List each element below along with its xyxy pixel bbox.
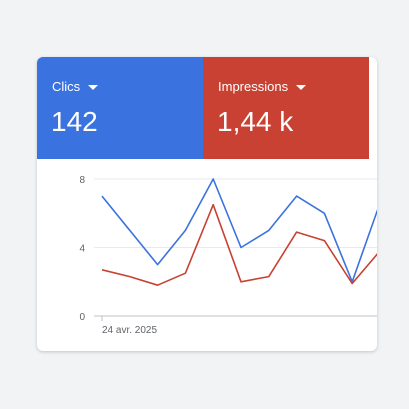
clicks-label: Clics [52, 79, 81, 94]
clicks-value: 142 [51, 106, 98, 137]
y-tick-label: 0 [79, 312, 85, 323]
impressions-tile[interactable]: Impressions 1,44 k [203, 57, 369, 159]
caret-down-icon[interactable] [88, 84, 99, 90]
x-tick-label: 24 avr. 2025 [102, 325, 157, 336]
series-line-impressions [101, 203, 377, 286]
clicks-label-row[interactable]: Clics [52, 79, 99, 95]
performance-chart: 0 4 8 24 avr. 2025 [79, 175, 377, 336]
impressions-value: 1,44 k [217, 106, 294, 137]
impressions-label: Impressions [218, 79, 289, 94]
y-tick-label: 4 [79, 244, 85, 255]
series-line-clics [101, 178, 377, 283]
clicks-tile[interactable]: Clics 142 [37, 57, 203, 159]
caret-down-icon[interactable] [296, 84, 307, 90]
performance-card: Clics 142 Impressions 1,44 k 0 4 8 24 avr. … [37, 57, 377, 351]
impressions-label-row[interactable]: Impressions [218, 79, 307, 95]
y-tick-label: 8 [79, 175, 85, 186]
metric-tiles: Clics 142 Impressions 1,44 k [37, 57, 377, 159]
